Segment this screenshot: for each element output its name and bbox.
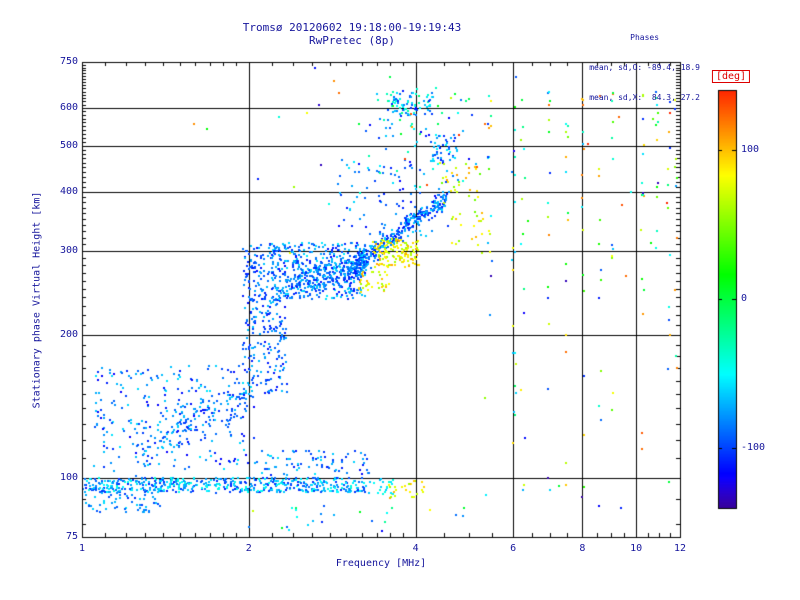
plot-title: Tromsø 20120602 19:18:00-19:19:43 bbox=[242, 21, 462, 34]
x-tick-label: 6 bbox=[510, 543, 517, 554]
y-tick-label: 400 bbox=[59, 185, 78, 197]
colorbar-unit-label: [deg] bbox=[711, 70, 751, 83]
x-tick-label: 1 bbox=[78, 543, 86, 554]
y-tick-label: 300 bbox=[59, 245, 78, 257]
y-tick-label: 100 bbox=[59, 471, 78, 483]
y-tick-label: 200 bbox=[59, 328, 78, 340]
phase-stats-heading: Phases bbox=[630, 33, 660, 42]
x-tick-label: 4 bbox=[412, 543, 419, 554]
y-tick-label: 500 bbox=[59, 139, 78, 151]
y-tick-label: 75 bbox=[65, 531, 78, 542]
y-axis-label: Stationary phase Virtual Height [km] bbox=[31, 191, 43, 409]
x-tick-label: 12 bbox=[673, 543, 687, 554]
x-tick-label: 10 bbox=[630, 543, 643, 554]
x-tick-label: 8 bbox=[579, 543, 586, 554]
x-axis-label: Frequency [MHz] bbox=[335, 558, 427, 569]
plot-subtitle: RwPretec (8p) bbox=[308, 34, 396, 47]
colorbar-tick-label: 100 bbox=[741, 143, 760, 155]
colorbar-tick-label: -100 bbox=[741, 442, 766, 454]
phase-stats-block: Phases mean, sd,O: -89.4, 18.9 mean, sd,… bbox=[589, 13, 700, 123]
y-tick-label: 600 bbox=[59, 102, 78, 114]
x-tick-label: 2 bbox=[245, 543, 252, 554]
colorbar-tick-label: 0 bbox=[741, 293, 748, 304]
phase-stats-o-line: mean, sd,O: -89.4, 18.9 bbox=[589, 63, 700, 72]
y-tick-label: 750 bbox=[59, 56, 78, 67]
phase-stats-x-line: mean, sd,X: 84.3, 27.2 bbox=[589, 93, 700, 102]
